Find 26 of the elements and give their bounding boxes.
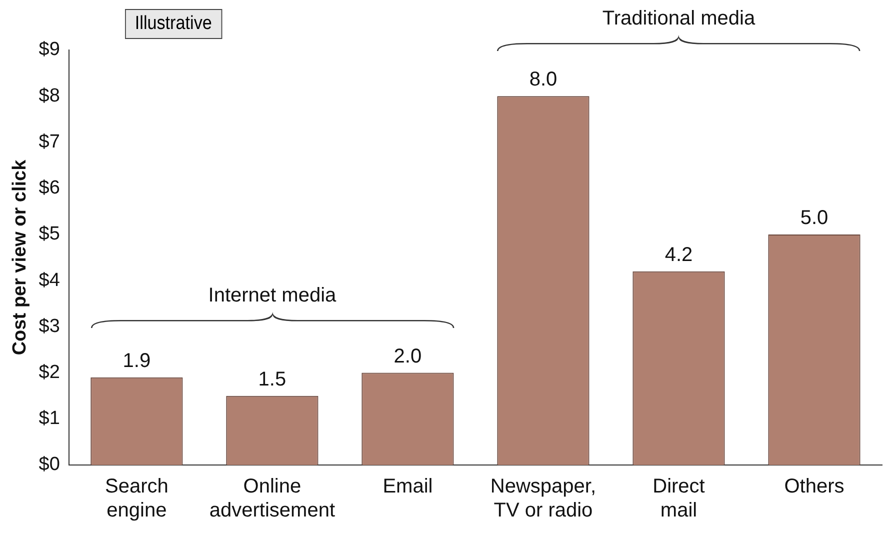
x-tick-label: Email: [382, 476, 433, 498]
data-label: 2.0: [394, 345, 422, 368]
x-tick-label: Newspaper, TV or radio: [490, 476, 596, 522]
x-tick-label: Direct mail: [652, 476, 706, 522]
y-tick-label: $0: [38, 454, 60, 476]
x-tick-label: Online advertisement: [209, 476, 336, 522]
data-label: 1.5: [258, 368, 286, 390]
y-tick-label: $7: [38, 131, 60, 152]
y-tick-label: $8: [38, 85, 60, 106]
y-tick-label: $9: [38, 39, 60, 60]
y-tick-label: $2: [38, 362, 60, 384]
y-tick-label: $5: [38, 224, 60, 245]
y-tick-label: $6: [38, 178, 60, 199]
x-tick-label: Others: [784, 476, 844, 498]
data-label: 1.9: [122, 350, 151, 372]
y-tick-label: $4: [38, 270, 60, 291]
text: Traditional media: [602, 8, 756, 30]
x-tick-label: Search engine: [105, 476, 168, 522]
annotation: Internet media: [208, 284, 337, 306]
y-tick-label: $3: [38, 316, 60, 337]
data-label: 4.2: [664, 244, 693, 266]
y-tick-label: $1: [38, 408, 60, 430]
data-label: 8.0: [529, 68, 558, 91]
y-axis-title: Cost per view or click: [10, 159, 31, 356]
text: Illustrative: [125, 9, 222, 39]
data-label: 5.0: [800, 206, 828, 229]
